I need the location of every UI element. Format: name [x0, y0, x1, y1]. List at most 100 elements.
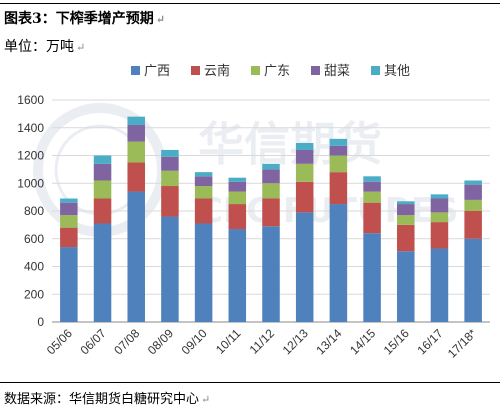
bar-segment: [161, 149, 179, 157]
bar-segment: [464, 180, 482, 185]
legend-swatch: [371, 66, 380, 75]
bar-segment: [93, 180, 112, 199]
legend-swatch: [131, 66, 140, 75]
bar-segment: [194, 198, 213, 224]
bar-segment: [262, 226, 280, 322]
x-tick-label: 14/15: [347, 326, 378, 357]
bar-segment: [93, 163, 112, 181]
bar-segment: [397, 224, 415, 252]
bar-segment: [161, 216, 179, 322]
bar-segment: [329, 145, 348, 156]
paragraph-mark-icon: ↵: [155, 13, 165, 26]
bar-segment: [228, 181, 247, 192]
bottom-rule: [0, 382, 500, 383]
bar-segment: [464, 184, 482, 200]
y-tick-label: 1400: [17, 121, 44, 135]
bar-segment: [464, 238, 482, 322]
bar-segment: [228, 229, 247, 322]
bar-segment: [161, 170, 179, 187]
bar-segment: [228, 191, 247, 205]
watermark-cn: 华信期货: [198, 117, 382, 171]
top-rule: [0, 3, 500, 4]
bar-segment: [295, 181, 314, 213]
bar-segment: [60, 198, 78, 203]
bar-segment: [464, 211, 482, 239]
y-tick-label: 400: [24, 260, 44, 274]
x-tick-label: 16/17: [414, 326, 445, 357]
legend-label: 广西: [144, 64, 170, 79]
bar-segment: [329, 155, 348, 173]
x-tick-label: 09/10: [179, 326, 210, 357]
x-tick-label: 07/08: [111, 326, 142, 357]
bar-segment: [127, 162, 145, 192]
x-tick-label: 12/13: [280, 326, 311, 357]
bar-segment: [295, 212, 314, 322]
bar-segment: [228, 204, 247, 230]
y-tick-label: 800: [24, 204, 44, 218]
bar-segment: [262, 163, 280, 170]
bar-segment: [194, 172, 213, 177]
bar-segment: [363, 233, 381, 322]
x-axis: 05/06 06/07 07/08 08/09 09/10 10/11 11/12 12/13…: [44, 326, 480, 361]
bar-segment: [295, 143, 314, 150]
y-tick-label: 0: [37, 315, 44, 329]
bar-segment: [93, 155, 112, 164]
bar-segment: [430, 194, 449, 199]
bar-segment: [194, 186, 213, 199]
bar-segment: [194, 223, 213, 322]
bar-segment: [194, 176, 213, 187]
legend-swatch: [311, 66, 320, 75]
bar-segment: [329, 204, 348, 322]
bar-segment: [127, 191, 145, 322]
bar-segment: [262, 183, 280, 199]
x-tick-label: 08/09: [145, 326, 176, 357]
bars: [60, 116, 482, 322]
bar-segment: [127, 116, 145, 125]
y-tick-label: 1000: [17, 176, 44, 190]
bar-segment: [228, 177, 247, 182]
y-tick-label: 200: [24, 287, 44, 301]
bar-segment: [430, 212, 449, 223]
bar-segment: [397, 201, 415, 205]
bar-segment: [127, 141, 145, 163]
stacked-bar-chart: 华信期货 CFC FUTURES 广西 云南 广东 甜菜 其他 020040060080…: [17, 63, 490, 361]
legend-swatch: [251, 66, 260, 75]
bar-segment: [363, 202, 381, 234]
y-tick-label: 1200: [17, 149, 44, 163]
legend: 广西 云南 广东 甜菜 其他: [131, 63, 410, 79]
bar-segment: [329, 138, 348, 146]
x-tick-label: 05/06: [44, 326, 75, 357]
unit-label: 单位：万吨 ↵: [4, 39, 86, 55]
bar-segment: [397, 204, 415, 216]
x-tick-label: 11/12: [247, 326, 278, 357]
bar-segment: [60, 215, 78, 228]
source-note: 数据来源：华信期货白糖研究中心 ↵: [4, 392, 211, 407]
legend-label: 云南: [204, 63, 230, 79]
x-tick-label: 06/07: [78, 326, 109, 357]
bar-segment: [363, 176, 381, 182]
bar-segment: [397, 251, 415, 322]
legend-label: 其他: [384, 64, 410, 79]
legend-swatch: [191, 66, 200, 75]
x-tick-label: 10/11: [213, 326, 244, 357]
paragraph-mark-icon: ↵: [201, 393, 211, 406]
bar-segment: [464, 199, 482, 211]
bar-segment: [60, 227, 78, 248]
bar-segment: [329, 172, 348, 205]
y-axis: 0 200 400 600 800 1000 1200 1400 1600: [17, 93, 44, 329]
bar-segment: [430, 198, 449, 213]
x-tick-label: 13/14: [313, 326, 344, 357]
bar-segment: [93, 198, 112, 224]
y-tick-label: 1600: [17, 93, 44, 107]
chart-area: 华信期货 CFC FUTURES 广西 云南 广东 甜菜 其他 0 200 400 600 80…: [0, 60, 498, 380]
y-tick-label: 600: [24, 232, 44, 246]
bar-segment: [127, 124, 145, 142]
bar-segment: [363, 191, 381, 203]
bar-segment: [363, 181, 381, 192]
bar-segment: [60, 247, 78, 322]
bar-segment: [295, 163, 314, 182]
x-tick-label: 15/16: [381, 326, 412, 357]
bar-segment: [430, 248, 449, 322]
bar-segment: [161, 186, 179, 217]
legend-label: 广东: [264, 64, 290, 79]
